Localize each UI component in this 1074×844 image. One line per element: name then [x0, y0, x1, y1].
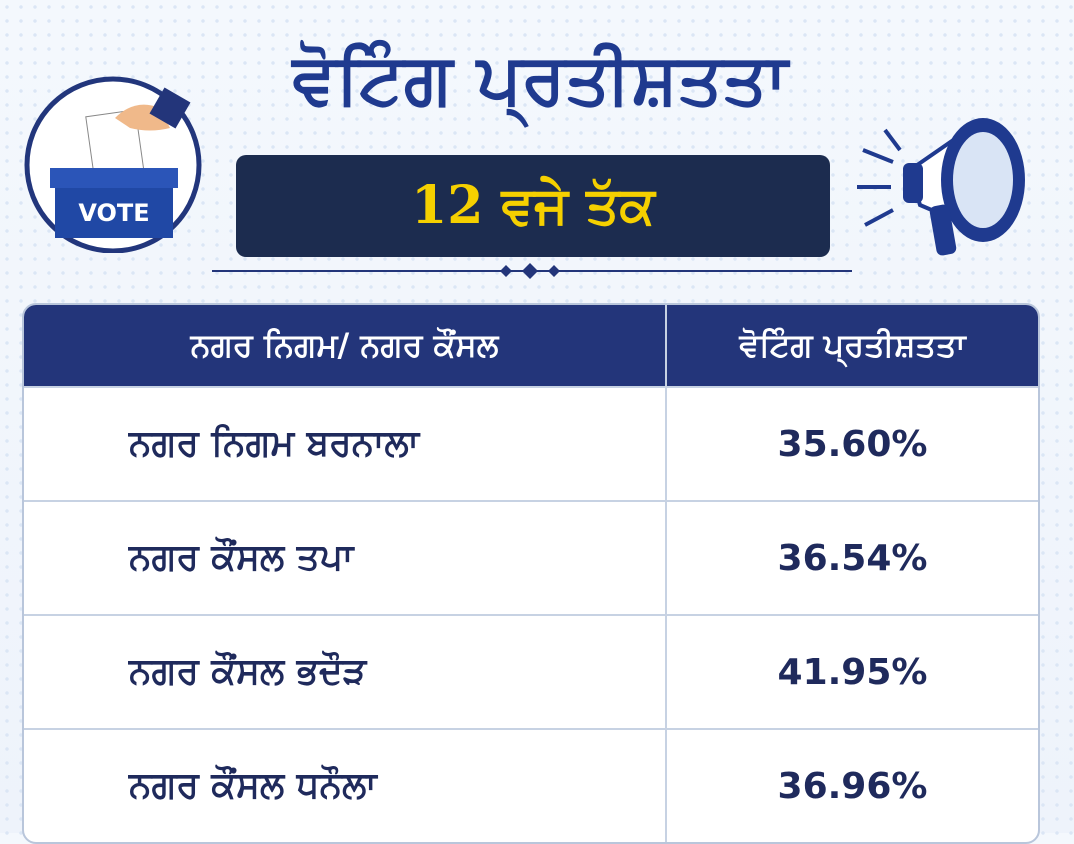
ballot-icon: VOTE [24, 76, 202, 253]
title: ਵੋਟਿੰਗ ਪ੍ਰਤੀਸ਼ਤਤਾ [292, 38, 788, 120]
percentage: 36.54% [667, 500, 1038, 614]
megaphone-icon [857, 118, 1025, 256]
row: ਨਗਰ ਨਿਗਮ ਬਰਨਾਲਾ 35.60% [24, 386, 1038, 500]
council-name: ਨਗਰ ਨਿਗਮ ਬਰਨਾਲਾ [24, 386, 667, 500]
percentage: 35.60% [667, 386, 1038, 500]
council-name: ਨਗਰ ਕੌਂਸਲ ਧਨੌਲਾ [24, 728, 667, 842]
percentage: 41.95% [667, 614, 1038, 728]
column-header: ਵੋਟਿੰਗ ਪ੍ਰਤੀਸ਼ਤਤਾ [667, 305, 1038, 386]
subtitle: 12 ਵਜੇ ਤੱਕ [236, 155, 830, 257]
results-table: ਨਗਰ ਨਿਗਮ/ ਨਗਰ ਕੌਂਸਲ ਵੋਟਿੰਗ ਪ੍ਰਤੀਸ਼ਤਤਾ ਨਗ… [22, 303, 1040, 844]
header-row: ਨਗਰ ਨਿਗਮ/ ਨਗਰ ਕੌਂਸਲ ਵੋਟਿੰਗ ਪ੍ਰਤੀਸ਼ਤਤਾ [24, 305, 1038, 386]
council-name: ਨਗਰ ਕੌਂਸਲ ਤਪਾ [24, 500, 667, 614]
council-name: ਨਗਰ ਕੌਂਸਲ ਭਦੌੜ [24, 614, 667, 728]
row: ਨਗਰ ਕੌਂਸਲ ਤਪਾ 36.54% [24, 500, 1038, 614]
percentage: 36.96% [667, 728, 1038, 842]
column-header: ਨਗਰ ਨਿਗਮ/ ਨਗਰ ਕੌਂਸਲ [24, 305, 667, 386]
vote-label: VOTE [78, 199, 149, 227]
row: ਨਗਰ ਕੌਂਸਲ ਧਨੌਲਾ 36.96% [24, 728, 1038, 842]
row: ਨਗਰ ਕੌਂਸਲ ਭਦੌੜ 41.95% [24, 614, 1038, 728]
divider [212, 263, 852, 279]
